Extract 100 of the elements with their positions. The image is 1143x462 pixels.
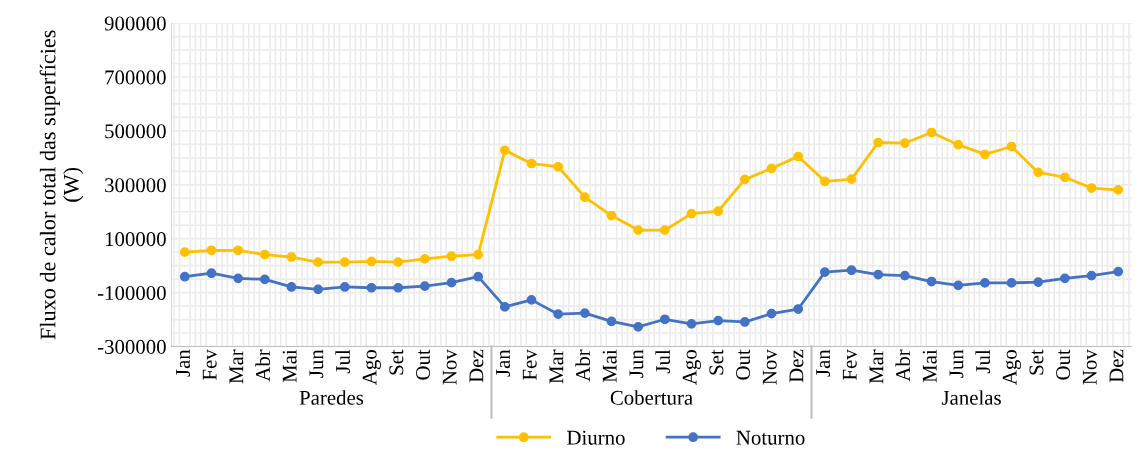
x-tick-label: Out	[416, 349, 431, 380]
point	[1006, 278, 1017, 288]
point	[739, 174, 750, 185]
point	[713, 206, 724, 217]
x-tick-label: Fev	[522, 349, 537, 380]
point	[793, 151, 804, 162]
x-tick-label: Mai	[282, 349, 297, 383]
x-tick-label: Ago	[1002, 350, 1021, 385]
x-tick-label: Dez	[469, 349, 484, 383]
point	[313, 284, 323, 295]
y-tick-label: 900000	[104, 16, 166, 31]
legend-label: Noturno	[736, 430, 805, 445]
point	[393, 282, 404, 293]
x-tick-label: Ago	[682, 350, 701, 385]
point	[1060, 172, 1070, 183]
point	[1033, 277, 1044, 287]
x-tick-label: Nov	[442, 349, 457, 385]
x-tick-label: Jan	[176, 349, 190, 377]
y-tick-label: 500000	[105, 124, 166, 139]
point	[553, 161, 564, 172]
x-tick-label: Out	[736, 349, 751, 380]
point	[206, 245, 217, 256]
x-tick-label: Mar	[869, 349, 884, 384]
x-tick-label: Mai	[602, 349, 617, 383]
x-tick-label: Abr	[255, 349, 271, 382]
x-tick-label: Set	[1029, 349, 1044, 375]
point	[446, 277, 457, 288]
point	[473, 249, 484, 260]
point	[1060, 273, 1070, 284]
point	[820, 267, 830, 277]
x-tick-label: Mar	[549, 349, 564, 384]
point	[686, 319, 697, 329]
x-tick-label: Jul	[975, 349, 991, 374]
point	[419, 281, 430, 291]
point	[473, 271, 484, 282]
point	[1006, 141, 1017, 152]
point	[1113, 266, 1124, 277]
point	[846, 174, 857, 185]
point	[179, 247, 190, 258]
x-tick-label: Jan	[496, 349, 511, 377]
x-tick-label: Jun	[309, 349, 324, 378]
point	[606, 316, 617, 327]
x-tick-label: Dez	[1109, 349, 1124, 383]
point	[393, 257, 404, 268]
y-tick-label: -100000	[97, 285, 166, 301]
point	[900, 270, 910, 281]
y-tick-label: 300000	[105, 178, 166, 193]
point	[606, 210, 617, 221]
point	[873, 269, 884, 280]
point	[366, 256, 377, 267]
point	[179, 271, 190, 282]
point	[686, 208, 697, 219]
x-tick-label: Nov	[762, 349, 777, 385]
x-tick-label: Jul	[335, 349, 351, 374]
point	[1113, 185, 1124, 195]
point	[633, 321, 644, 332]
point	[820, 176, 830, 187]
point	[980, 149, 990, 160]
x-tick-label: Jan	[816, 349, 831, 377]
x-tick-label: Fev	[842, 349, 857, 380]
point	[659, 314, 670, 325]
x-tick-label: Jun	[949, 349, 964, 378]
point	[1033, 167, 1044, 178]
point	[286, 252, 297, 262]
x-tick-label: Out	[1056, 349, 1071, 380]
y-tick-label: -300000	[97, 339, 166, 354]
point	[499, 302, 510, 312]
x-tick-label: Set	[709, 349, 724, 375]
point	[980, 278, 990, 288]
point	[873, 137, 884, 148]
x-tick-label: Abr	[575, 349, 591, 382]
x-tick-label: Nov	[1082, 349, 1097, 385]
point	[419, 254, 430, 264]
point	[206, 268, 217, 279]
point	[846, 265, 857, 276]
point	[339, 282, 350, 292]
text: Paredes	[299, 390, 364, 405]
point	[259, 249, 270, 260]
y-tick-label: 700000	[105, 70, 166, 85]
point	[526, 158, 537, 169]
y-tick-label: 100000	[105, 232, 166, 247]
point	[233, 273, 243, 284]
point	[900, 138, 910, 148]
x-tick-label: Set	[389, 349, 404, 375]
point	[313, 257, 323, 268]
point	[339, 257, 350, 268]
point	[1086, 183, 1097, 193]
point	[259, 274, 270, 285]
x-tick-label: Ago	[362, 350, 381, 385]
x-tick-label: Fev	[202, 349, 217, 380]
point	[766, 308, 777, 319]
x-tick-label: Jul	[655, 349, 671, 374]
point	[286, 282, 297, 292]
point	[366, 282, 377, 293]
legend-label: Diurno	[567, 430, 625, 445]
point	[766, 163, 777, 174]
point	[526, 295, 537, 305]
point	[659, 225, 670, 235]
point	[926, 276, 937, 287]
point	[446, 251, 457, 262]
